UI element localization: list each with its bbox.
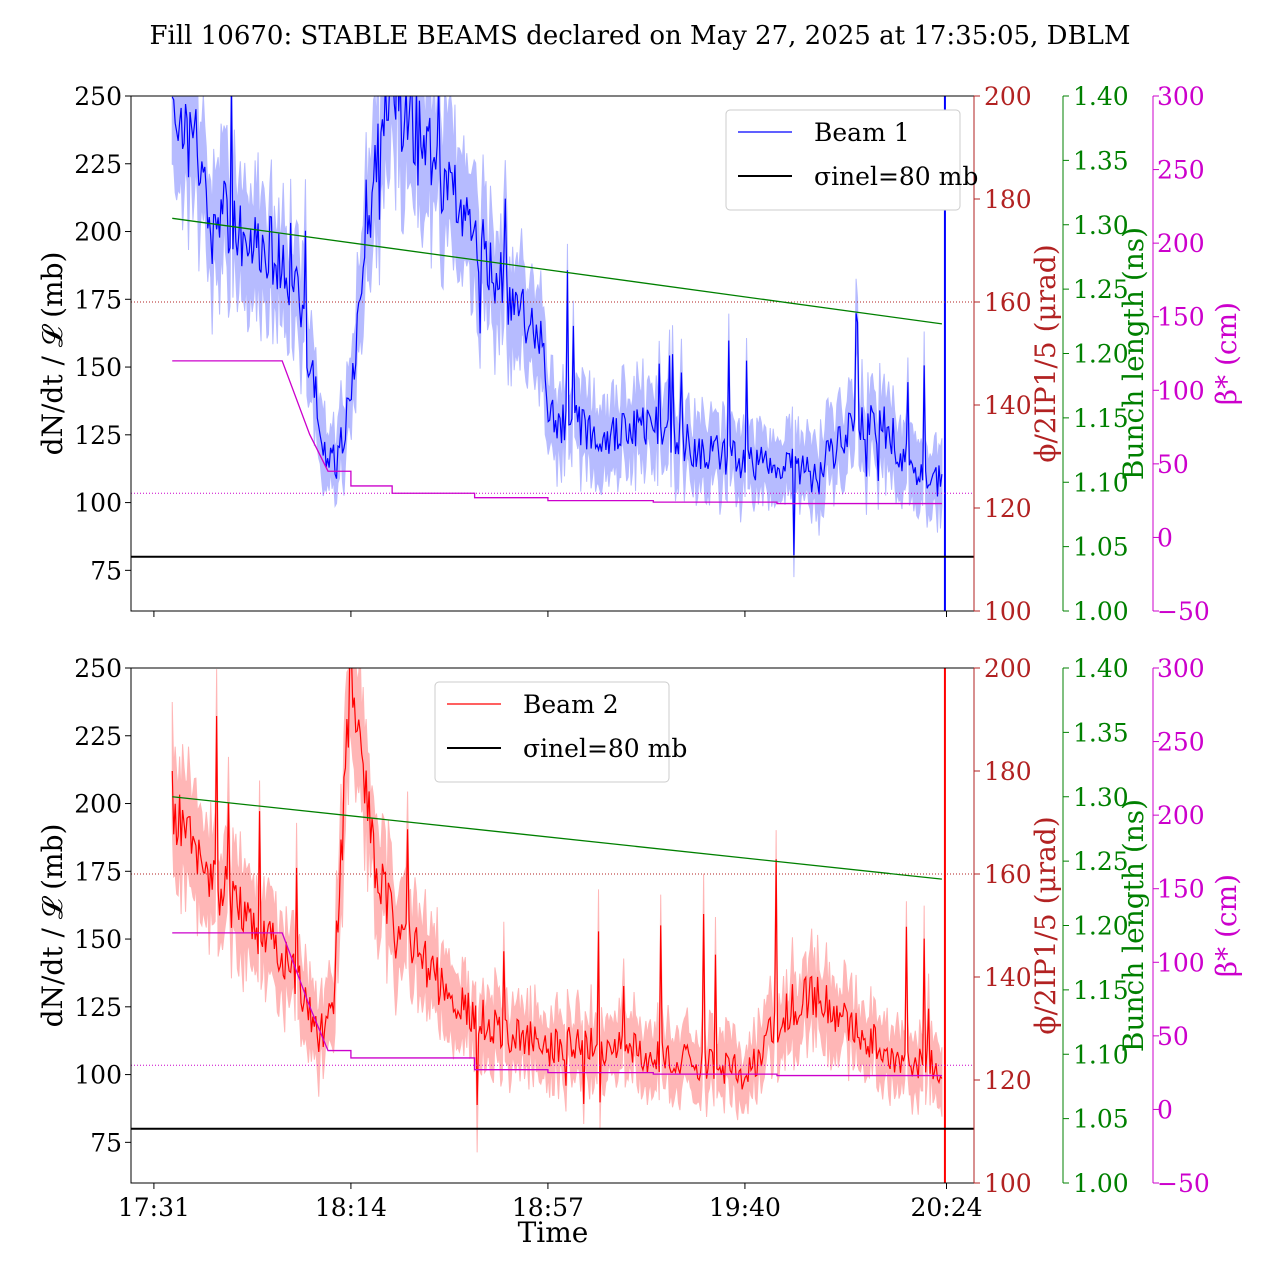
bunch-tick-label: 1.10: [1073, 468, 1129, 497]
legend-sigma-label: σinel=80 mb: [814, 162, 978, 191]
panel-beam2: 75 100 125 150 175 200 225 250 17:31 18:14 18:57 19…: [36, 654, 1243, 1222]
bunch-tick-label: 1.15: [1073, 404, 1129, 433]
y-left-tick-label: 150: [74, 353, 122, 382]
beta-tick-label: 200: [1157, 229, 1205, 258]
y-left-tick-label: 175: [74, 857, 122, 886]
y-left-tick-label: 225: [74, 722, 122, 751]
legend-sigma-label: σinel=80 mb: [523, 734, 687, 763]
x-tick-label: 18:57: [512, 1193, 584, 1222]
y-left-tick-label: 75: [90, 1128, 122, 1157]
plot-area: [131, 96, 974, 611]
bunch-tick-label: 1.15: [1073, 976, 1129, 1005]
crossing-tick-label: 100: [984, 597, 1032, 626]
x-tick-label: 20:24: [910, 1193, 982, 1222]
beta-star-line: [172, 932, 942, 1077]
bunch-tick-label: 1.05: [1073, 533, 1129, 562]
beta-tick-label: 150: [1157, 303, 1205, 332]
y-left-tick-label: 100: [74, 1061, 122, 1090]
beta-tick-label: 250: [1157, 156, 1205, 185]
bunch-tick-label: 1.35: [1073, 146, 1129, 175]
y-left-tick-label: 225: [74, 150, 122, 179]
crossing-tick-label: 100: [984, 1169, 1032, 1198]
beam-line: [171, 668, 943, 1106]
crossing-tick-label: 160: [984, 288, 1032, 317]
y-left-tick-label: 200: [74, 218, 122, 247]
y-left-tick-label: 250: [74, 82, 122, 111]
bunch-tick-label: 1.40: [1073, 82, 1129, 111]
panel-beam1: 75 100 125 150 175 200 225 250 100 120 140 160 180 20…: [36, 82, 1243, 626]
legend-beam-label: Beam 1: [814, 118, 910, 147]
bunch-tick-label: 1.20: [1073, 912, 1129, 941]
beta-tick-label: 50: [1157, 450, 1189, 479]
y-left-label: dN/dt / 𝓛 (mb): [36, 252, 69, 456]
legend-box: [725, 109, 961, 211]
y-left-tick-label: 75: [90, 556, 122, 585]
y-left-label: dN/dt / 𝓛 (mb): [36, 824, 69, 1028]
bunch-tick-label: 1.10: [1073, 1040, 1129, 1069]
beam-line: [171, 96, 943, 556]
bunch-tick-label: 1.40: [1073, 654, 1129, 683]
y-left-tick-label: 200: [74, 790, 122, 819]
x-tick-label: 18:14: [315, 1193, 387, 1222]
crossing-tick-label: 140: [984, 963, 1032, 992]
bunch-tick-label: 1.00: [1073, 597, 1129, 626]
bunch-length-line: [172, 796, 942, 880]
y-left-tick-label: 175: [74, 285, 122, 314]
beta-tick-label: −50: [1157, 1169, 1210, 1198]
beta-tick-label: −50: [1157, 597, 1210, 626]
y-left-tick-label: 150: [74, 925, 122, 954]
beta-star-line: [172, 360, 942, 505]
crossing-tick-label: 120: [984, 494, 1032, 523]
beta-tick-label: 50: [1157, 1022, 1189, 1051]
bunch-tick-label: 1.30: [1073, 211, 1129, 240]
y-left-tick-label: 250: [74, 654, 122, 683]
crossing-axis-label: ϕ/2IP1/5 (μrad): [1029, 816, 1062, 1034]
bunch-tick-label: 1.20: [1073, 340, 1129, 369]
legend-box: [434, 681, 670, 783]
figure-title: Fill 10670: STABLE BEAMS declared on May…: [150, 21, 1131, 51]
beta-tick-label: 250: [1157, 728, 1205, 757]
crossing-tick-label: 120: [984, 1066, 1032, 1095]
beta-tick-label: 0: [1157, 523, 1173, 552]
crossing-tick-label: 200: [984, 654, 1032, 683]
bunch-tick-label: 1.25: [1073, 275, 1129, 304]
bunch-axis-label: Bunch length (ns): [1117, 227, 1150, 480]
y-left-tick-label: 100: [74, 489, 122, 518]
legend-beam-label: Beam 2: [523, 690, 619, 719]
beta-tick-label: 0: [1157, 1095, 1173, 1124]
x-tick-label: 19:40: [709, 1193, 781, 1222]
bunch-axis-label: Bunch length (ns): [1117, 799, 1150, 1052]
beta-axis-label: β* (cm): [1210, 874, 1243, 977]
y-left-tick-label: 125: [74, 993, 122, 1022]
legend: Beam 1 σinel=80 mb: [725, 109, 978, 211]
legend: Beam 2 σinel=80 mb: [434, 681, 687, 783]
crossing-tick-label: 200: [984, 82, 1032, 111]
x-axis-label: Time: [518, 1216, 589, 1249]
bunch-tick-label: 1.30: [1073, 783, 1129, 812]
plot-area: [131, 668, 974, 1183]
y-left-tick-label: 125: [74, 421, 122, 450]
x-tick-label: 17:31: [118, 1193, 190, 1222]
beta-tick-label: 100: [1157, 948, 1205, 977]
crossing-tick-label: 180: [984, 185, 1032, 214]
beta-tick-label: 200: [1157, 801, 1205, 830]
beta-tick-label: 300: [1157, 654, 1205, 683]
bunch-tick-label: 1.00: [1073, 1169, 1129, 1198]
bunch-length-line: [172, 217, 943, 325]
crossing-axis-label: ϕ/2IP1/5 (μrad): [1029, 244, 1062, 462]
bunch-tick-label: 1.35: [1073, 718, 1129, 747]
crossing-tick-label: 180: [984, 757, 1032, 786]
bunch-tick-label: 1.25: [1073, 847, 1129, 876]
crossing-tick-label: 140: [984, 391, 1032, 420]
beta-tick-label: 300: [1157, 82, 1205, 111]
beta-axis-label: β* (cm): [1210, 302, 1243, 405]
crossing-tick-label: 160: [984, 860, 1032, 889]
bunch-tick-label: 1.05: [1073, 1105, 1129, 1134]
beta-tick-label: 150: [1157, 875, 1205, 904]
beta-tick-label: 100: [1157, 376, 1205, 405]
